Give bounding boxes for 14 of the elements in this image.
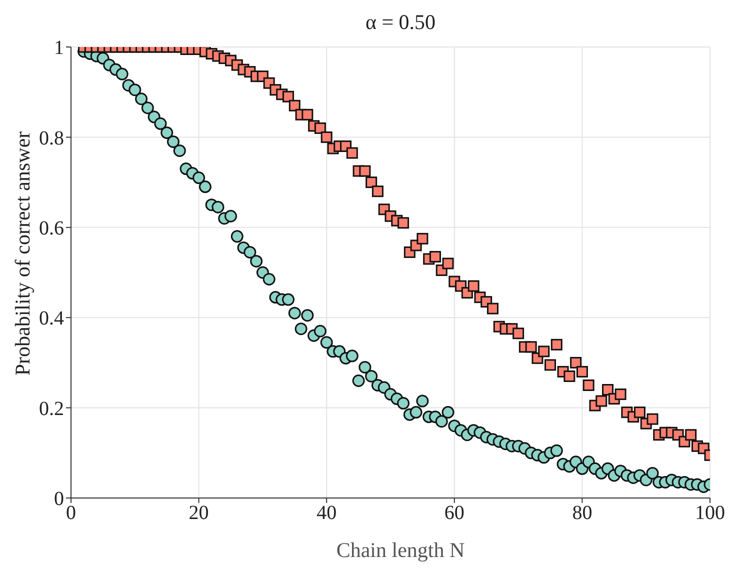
x-tick-label: 20	[188, 502, 209, 524]
x-axis-title: Chain length N	[335, 538, 466, 563]
y-tick-label: 1	[54, 37, 64, 60]
chart-title: α = 0.50	[364, 10, 437, 35]
x-tick-label: 100	[695, 502, 725, 524]
y-tick-label: 0.4	[39, 308, 64, 330]
y-tick-label: 0.8	[39, 127, 64, 150]
y-tick-label: 0	[54, 488, 64, 510]
x-tick-label: 40	[316, 502, 337, 524]
x-tick-label: 80	[572, 502, 592, 524]
y-axis-title: Probability of correct answer	[10, 130, 36, 376]
x-tick-label: 60	[444, 502, 464, 524]
y-tick-label: 0.2	[39, 398, 64, 420]
y-tick-label: 0.6	[39, 218, 64, 240]
